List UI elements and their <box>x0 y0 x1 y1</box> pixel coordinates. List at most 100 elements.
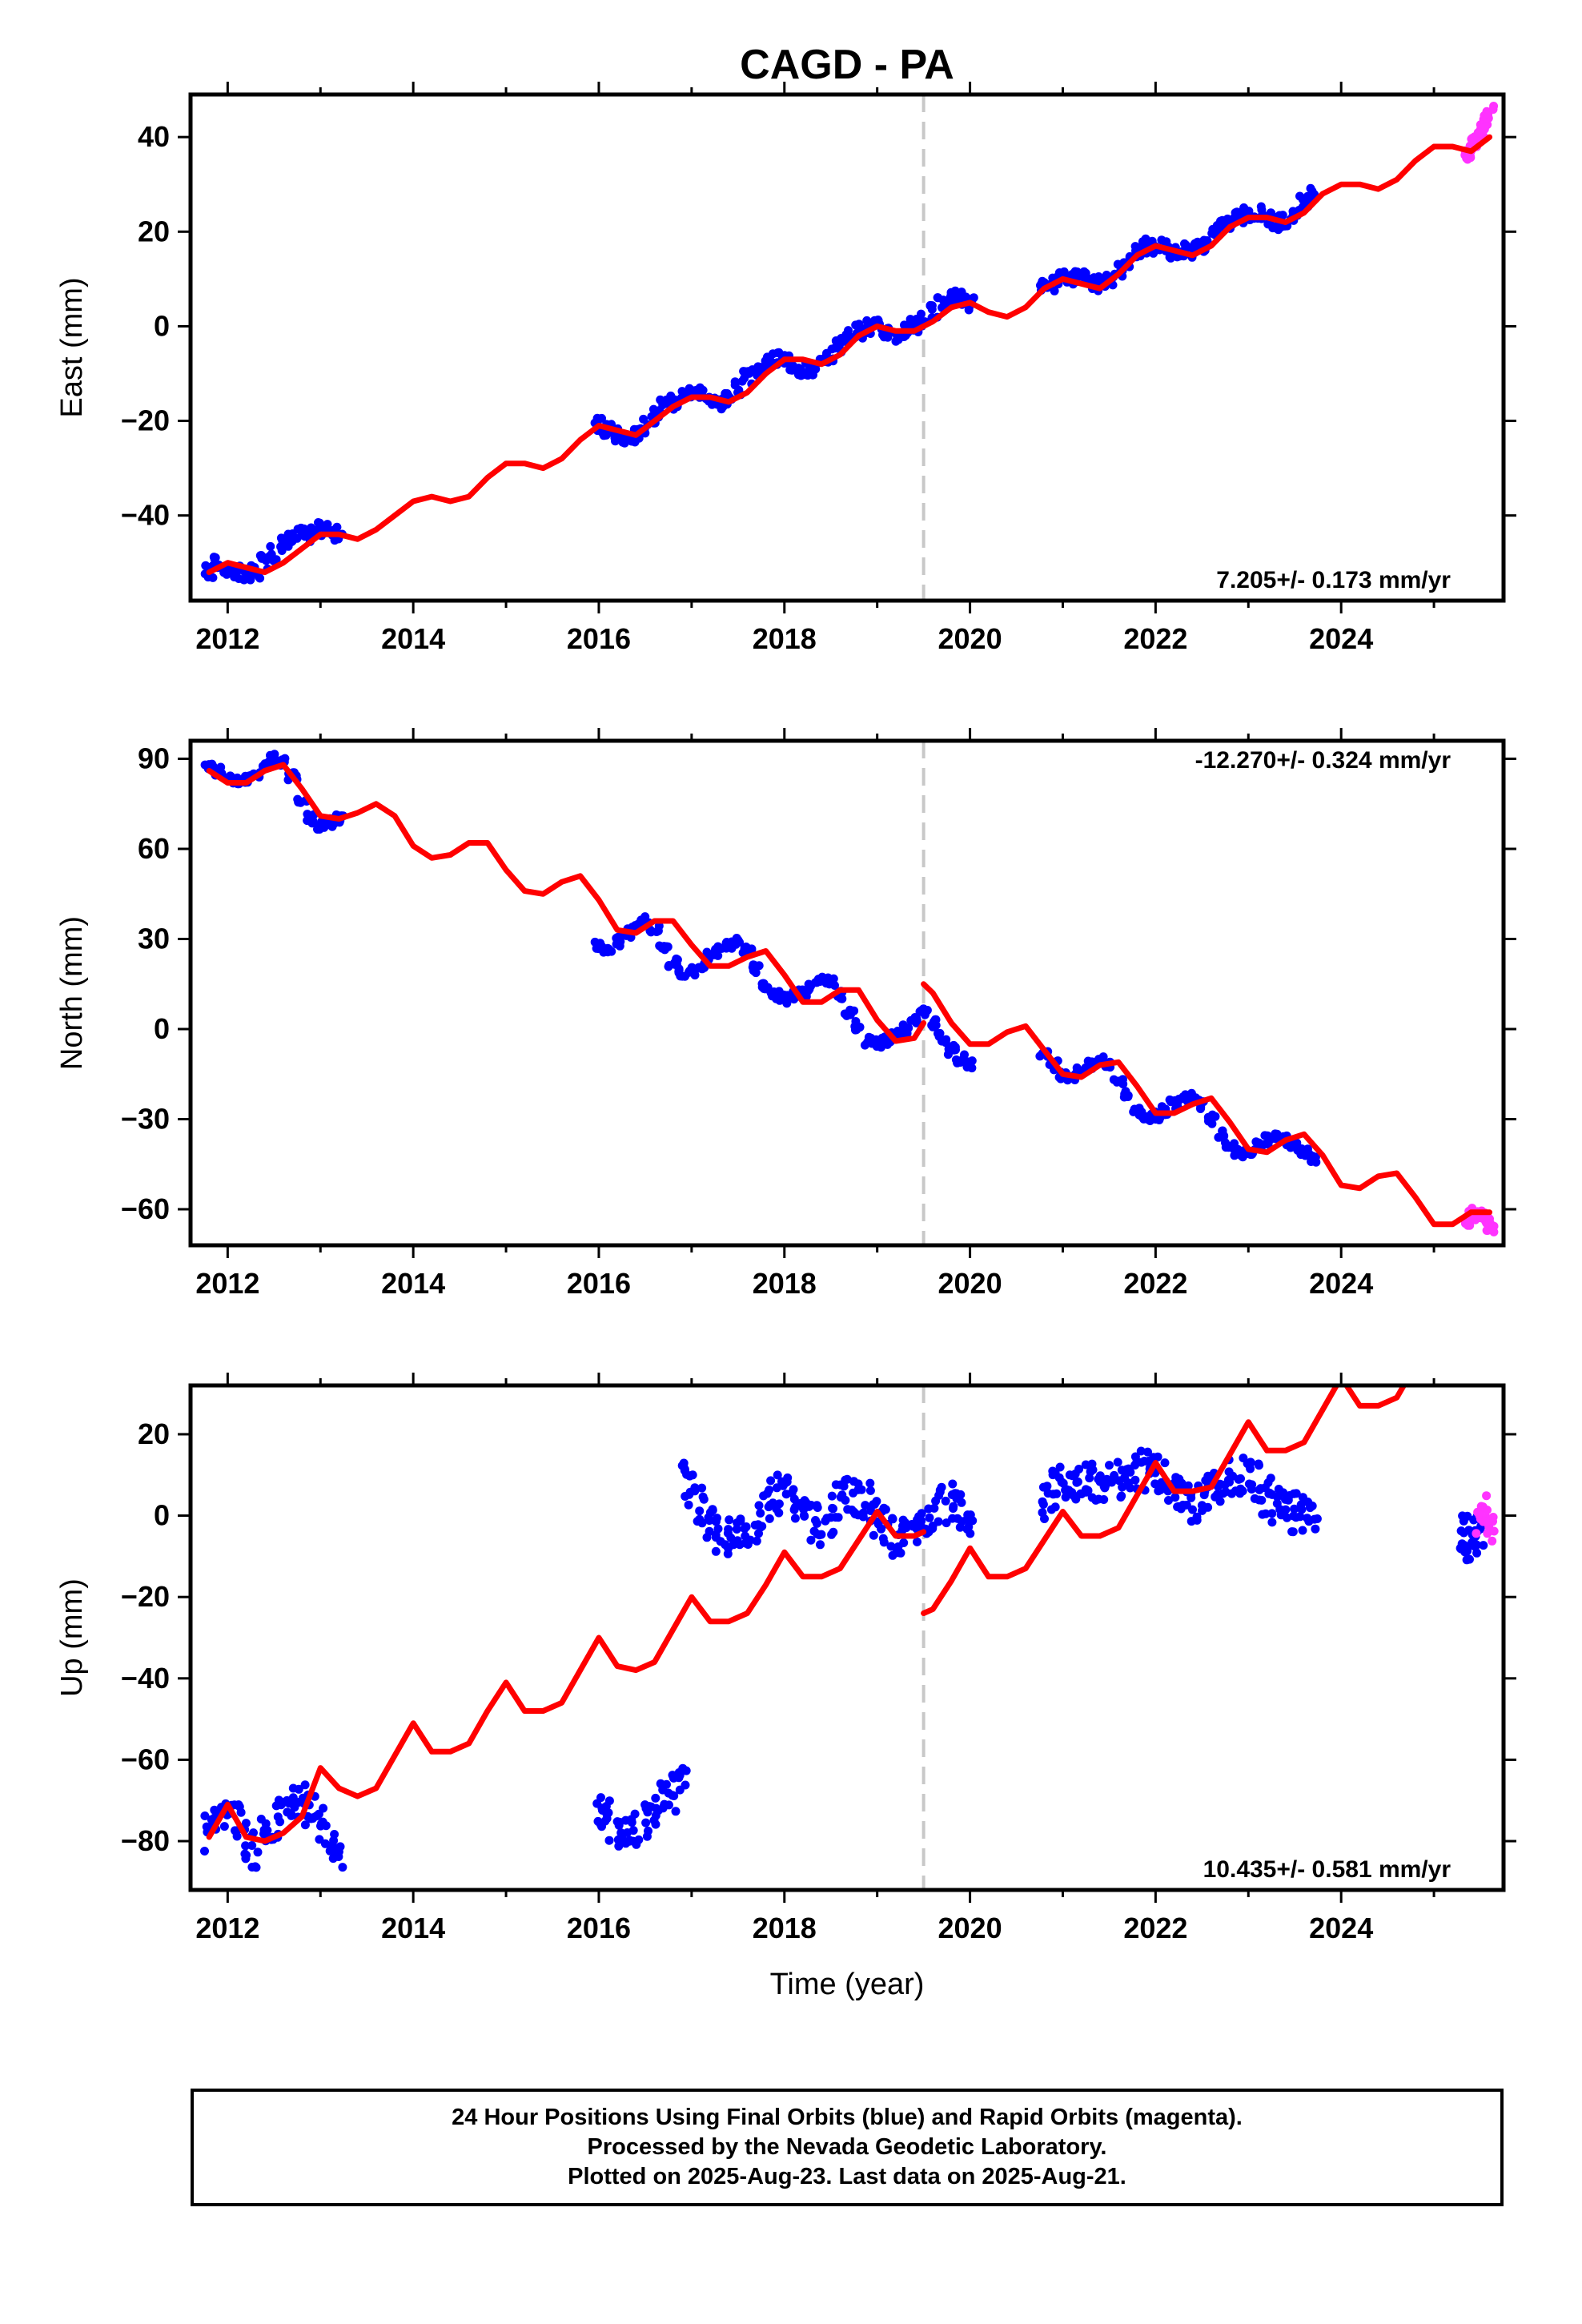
data-point-rapid-east <box>1473 128 1483 138</box>
data-point-final-up <box>695 1506 705 1516</box>
model-fit-line-north <box>921 981 1493 1228</box>
data-point-final-up <box>681 1766 691 1775</box>
data-point-final-up <box>1143 1447 1152 1457</box>
data-point-final-up <box>711 1533 721 1542</box>
data-point-final-up <box>774 1499 784 1509</box>
data-point-rapid-north <box>1489 1227 1499 1236</box>
y-tick-label-east: −20 <box>121 404 170 437</box>
data-point-final-up <box>741 1522 751 1531</box>
data-point-rapid-north <box>1484 1219 1494 1228</box>
data-point-final-up <box>675 1785 685 1795</box>
data-point-final-north <box>665 961 674 970</box>
data-point-final-up <box>1290 1504 1299 1514</box>
data-point-final-up <box>1250 1494 1259 1503</box>
y-tick-label-up: −80 <box>121 1824 170 1857</box>
data-point-final-up <box>752 1536 761 1546</box>
data-point-final-east <box>1195 239 1205 249</box>
panel-east: 2012 2014 2016 2018 2020 2022 2024 −40 −20 0 20 40 E… <box>55 82 1516 655</box>
data-point-final-up <box>886 1542 896 1551</box>
data-point-final-up <box>259 1825 269 1835</box>
data-point-final-east <box>740 367 749 376</box>
data-point-final-up <box>711 1517 721 1526</box>
data-point-final-north <box>953 1058 962 1068</box>
data-point-final-north <box>829 974 838 983</box>
data-point-final-north <box>921 1007 931 1016</box>
data-point-final-up <box>604 1835 614 1845</box>
data-point-final-east <box>1102 271 1111 279</box>
data-point-final-north <box>663 942 673 951</box>
model-fit-line-up <box>206 1509 927 1844</box>
plot-area-north <box>200 750 1499 1236</box>
data-point-final-up <box>1304 1517 1314 1526</box>
x-tick-label-up: 2016 <box>567 1912 631 1944</box>
data-point-final-up <box>256 1815 266 1823</box>
data-point-final-up <box>1156 1485 1166 1494</box>
x-tick-label-north: 2012 <box>195 1267 259 1300</box>
y-tick-label-up: 0 <box>154 1499 170 1532</box>
data-point-final-up <box>1085 1474 1094 1483</box>
y-tick-label-up: 20 <box>138 1417 170 1450</box>
y-tick-label-north: 90 <box>138 742 170 775</box>
data-point-final-up <box>321 1821 331 1831</box>
x-tick-label-east: 2020 <box>938 622 1002 655</box>
data-point-final-north <box>768 991 777 1001</box>
y-tick-label-east: −40 <box>121 499 170 532</box>
data-point-final-up <box>762 1489 772 1498</box>
data-point-final-east <box>599 431 608 440</box>
data-point-final-up <box>1263 1478 1273 1487</box>
data-point-final-north <box>1073 1065 1082 1075</box>
data-point-final-up <box>1117 1491 1126 1501</box>
data-point-final-north <box>303 810 312 819</box>
data-point-final-up <box>1238 1486 1247 1496</box>
data-point-final-up <box>827 1530 837 1539</box>
y-tick-label-east: 20 <box>138 215 170 247</box>
data-point-final-north <box>693 963 703 973</box>
data-point-final-up <box>756 1509 765 1518</box>
data-point-final-up <box>831 1513 841 1522</box>
data-point-final-north <box>721 939 731 947</box>
x-tick-label-east: 2018 <box>753 622 817 655</box>
y-axis-title-up: Up (mm) <box>55 1578 89 1697</box>
y-tick-label-north: 30 <box>138 923 170 955</box>
data-point-final-up <box>865 1486 875 1495</box>
data-point-final-up <box>721 1540 730 1550</box>
data-point-final-north <box>1123 1091 1133 1100</box>
x-tick-label-east: 2014 <box>381 622 445 655</box>
data-point-final-up <box>1311 1524 1320 1534</box>
data-point-final-up <box>652 1803 661 1813</box>
data-point-final-up <box>1083 1486 1093 1495</box>
data-point-final-up <box>796 1498 805 1508</box>
data-point-final-up <box>708 1506 717 1515</box>
data-point-final-up <box>1215 1497 1225 1506</box>
data-point-final-north <box>863 1038 872 1047</box>
x-tick-label-east: 2012 <box>195 622 259 655</box>
data-point-final-up <box>861 1501 870 1510</box>
data-point-final-east <box>659 396 669 406</box>
y-tick-label-north: −30 <box>121 1103 170 1136</box>
data-point-final-east <box>597 413 606 423</box>
data-point-final-up <box>1458 1511 1468 1521</box>
data-point-final-east <box>1223 217 1232 227</box>
data-point-final-up <box>736 1514 745 1524</box>
velocity-label-up: 10.435+/- 0.581 mm/yr <box>1203 1856 1452 1883</box>
data-point-final-up <box>774 1508 784 1518</box>
data-point-final-east <box>270 556 279 565</box>
data-point-final-up <box>816 1540 825 1550</box>
data-point-final-up <box>829 1504 837 1514</box>
data-point-final-east <box>907 320 917 330</box>
data-point-final-up <box>1267 1518 1277 1527</box>
data-point-final-up <box>754 1501 764 1510</box>
data-point-final-up <box>1105 1461 1114 1470</box>
data-point-final-up <box>331 1845 340 1855</box>
data-point-final-up <box>879 1538 889 1547</box>
data-point-final-up <box>1215 1479 1225 1489</box>
data-point-final-up <box>787 1488 797 1498</box>
data-point-final-east <box>693 385 702 395</box>
x-tick-label-north: 2022 <box>1123 1267 1187 1300</box>
data-point-final-up <box>800 1511 809 1521</box>
data-point-final-up <box>907 1520 917 1529</box>
data-point-final-up <box>1170 1493 1180 1502</box>
data-point-final-north <box>1114 1076 1122 1086</box>
caption-line-3: Plotted on 2025-Aug-23. Last data on 202… <box>568 2164 1126 2189</box>
data-point-final-up <box>1130 1475 1140 1485</box>
